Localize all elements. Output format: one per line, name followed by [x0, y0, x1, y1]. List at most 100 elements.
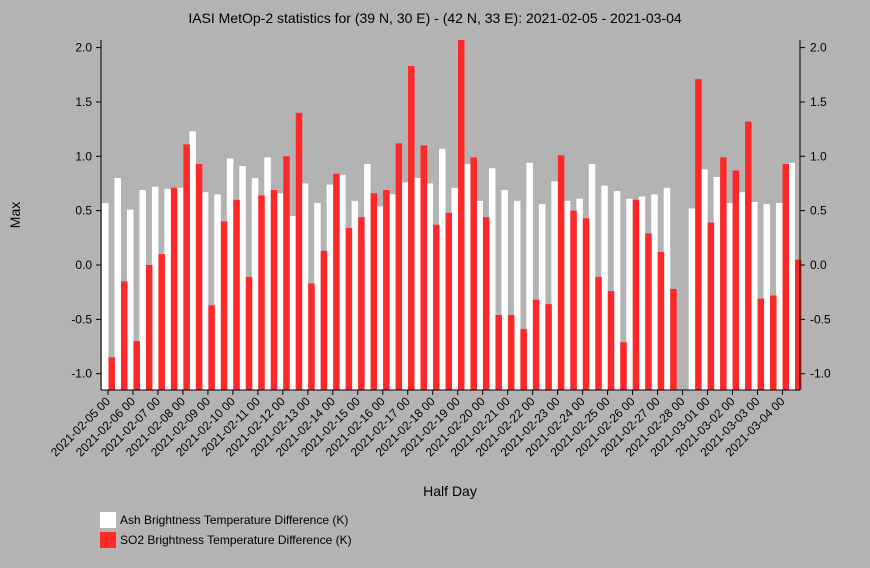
ash-bar: [513, 200, 521, 390]
so2-bar: [595, 276, 602, 390]
so2-bar: [383, 190, 390, 390]
so2-bar: [208, 305, 215, 390]
ash-bar: [326, 184, 334, 390]
so2-bar: [133, 341, 140, 390]
legend-label-so2: SO2 Brightness Temperature Difference (K…: [120, 533, 352, 547]
so2-bar: [620, 342, 627, 390]
y-tick-label-left: -1.0: [71, 367, 92, 381]
y-tick-label-right: 1.5: [810, 95, 827, 109]
ash-bar: [638, 196, 646, 390]
ash-bar: [688, 208, 696, 390]
ash-bar: [264, 157, 271, 390]
so2-bar: [183, 144, 190, 390]
ash-bar: [576, 198, 583, 390]
ash-bar: [214, 194, 221, 390]
ash-bar: [414, 178, 421, 390]
y-tick-label-left: 0.5: [75, 204, 92, 218]
so2-bar: [795, 259, 802, 390]
so2-bar: [245, 276, 253, 390]
ash-bar: [389, 194, 396, 390]
ash-bar: [551, 181, 558, 390]
so2-bar: [158, 254, 165, 390]
so2-bar: [270, 190, 278, 390]
so2-bar: [220, 221, 228, 390]
so2-bar: [520, 329, 527, 390]
ash-bar: [613, 191, 621, 390]
ash-bar: [738, 192, 746, 390]
ash-bar: [351, 200, 359, 390]
ash-bar: [401, 182, 409, 390]
y-tick-label-left: 1.0: [75, 149, 92, 163]
y-tick-label-right: 0.0: [810, 258, 827, 272]
so2-bar: [470, 157, 477, 390]
so2-bar: [295, 112, 303, 390]
ash-bar: [726, 203, 733, 390]
ash-bar: [601, 185, 608, 390]
ash-bar: [426, 183, 434, 390]
ash-bar: [102, 203, 109, 390]
ash-bar: [476, 200, 483, 390]
axes-group: 2.0 2.0 1.5 1.5 1.0 1.0 0.5 0.5 0.0 0.0 -0.5 -0.5 -1…: [48, 40, 831, 459]
ash-bar: [201, 192, 209, 390]
ash-bar: [251, 178, 259, 390]
ash-bar: [651, 194, 658, 390]
ash-bar: [126, 209, 134, 390]
so2-bar: [707, 222, 715, 390]
y-tick-label-right: 0.5: [810, 204, 827, 218]
legend: Ash Brightness Temperature Difference (K…: [100, 512, 352, 548]
so2-bar: [732, 170, 740, 390]
ash-bar: [563, 200, 571, 390]
so2-bar: [532, 299, 540, 390]
ash-bar: [626, 198, 633, 390]
y-tick-label-left: 1.5: [75, 95, 92, 109]
so2-bar: [345, 228, 353, 390]
so2-bar: [445, 212, 453, 390]
ash-bar: [463, 163, 471, 390]
so2-bar: [333, 173, 340, 390]
so2-bar: [358, 217, 365, 390]
ash-bar: [151, 186, 159, 390]
ash-bar: [376, 206, 384, 390]
so2-bar: [770, 295, 777, 390]
so2-bar: [395, 143, 403, 390]
ash-bar: [751, 201, 758, 390]
y-tick-label-left: 0.0: [75, 258, 92, 272]
so2-bar: [482, 217, 490, 390]
so2-bar: [757, 298, 765, 390]
ash-bar: [451, 187, 458, 390]
so2-bar: [433, 224, 440, 390]
ash-bar: [301, 183, 309, 390]
so2-bar: [120, 281, 128, 390]
ash-bar: [276, 193, 284, 390]
ash-bar: [763, 204, 771, 390]
so2-bar: [495, 315, 502, 390]
ash-bar: [663, 187, 671, 390]
ash-bar: [776, 203, 783, 390]
ash-bar: [701, 169, 708, 390]
so2-bar: [745, 121, 752, 391]
legend-label-ash: Ash Brightness Temperature Difference (K…: [120, 513, 348, 527]
so2-bar: [632, 199, 640, 390]
ash-bar: [226, 158, 234, 390]
ash-bar: [176, 187, 184, 390]
ash-bar: [538, 204, 546, 390]
ash-bar: [189, 131, 196, 391]
ash-bar: [439, 148, 446, 390]
y-tick-label-right: 1.0: [810, 149, 827, 163]
y-tick-label-right: -1.0: [810, 367, 831, 381]
ash-bar: [239, 166, 246, 390]
chart-title: IASI MetOp-2 statistics for (39 N, 30 E)…: [188, 10, 682, 26]
so2-bar: [507, 315, 515, 390]
y-tick-label-right: -0.5: [810, 312, 831, 326]
legend-swatch-ash: [100, 512, 116, 528]
ash-bar: [488, 168, 496, 390]
bars-group: [102, 40, 802, 391]
x-axis-label: Half Day: [423, 483, 477, 499]
so2-bar: [170, 187, 178, 390]
ash-bar: [588, 163, 596, 390]
ash-bar: [114, 178, 121, 390]
ash-bar: [289, 216, 296, 390]
so2-bar: [108, 357, 115, 390]
